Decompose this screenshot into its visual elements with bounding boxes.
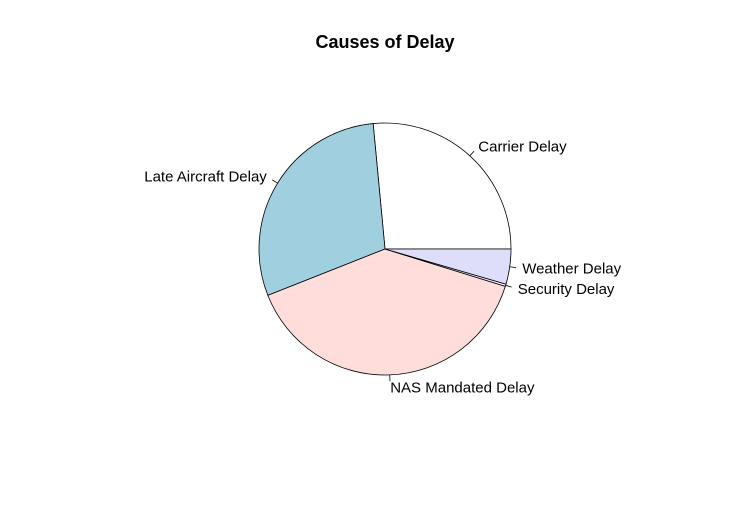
pie-label-nas-mandated-delay: NAS Mandated Delay xyxy=(390,380,535,397)
leader-line-late-aircraft-delay xyxy=(271,179,278,184)
chart-title: Causes of Delay xyxy=(315,32,454,52)
pie-label-weather-delay: Weather Delay xyxy=(522,261,621,278)
pie-slice-carrier-delay xyxy=(372,122,512,250)
pie-label-carrier-delay: Carrier Delay xyxy=(478,138,567,155)
pie-labels: Carrier Delay Late Aircraft Delay NAS Mand… xyxy=(144,138,621,396)
pie-slice-late-aircraft-delay xyxy=(258,123,386,296)
pie-slices xyxy=(258,122,512,376)
pie-label-security-delay: Security Delay xyxy=(518,281,615,298)
leader-line-carrier-delay xyxy=(469,150,475,157)
leader-line-security-delay xyxy=(505,284,512,288)
pie-label-late-aircraft-delay: Late Aircraft Delay xyxy=(144,169,267,186)
leader-line-weather-delay xyxy=(509,266,517,269)
pie-leader-lines xyxy=(271,150,517,382)
